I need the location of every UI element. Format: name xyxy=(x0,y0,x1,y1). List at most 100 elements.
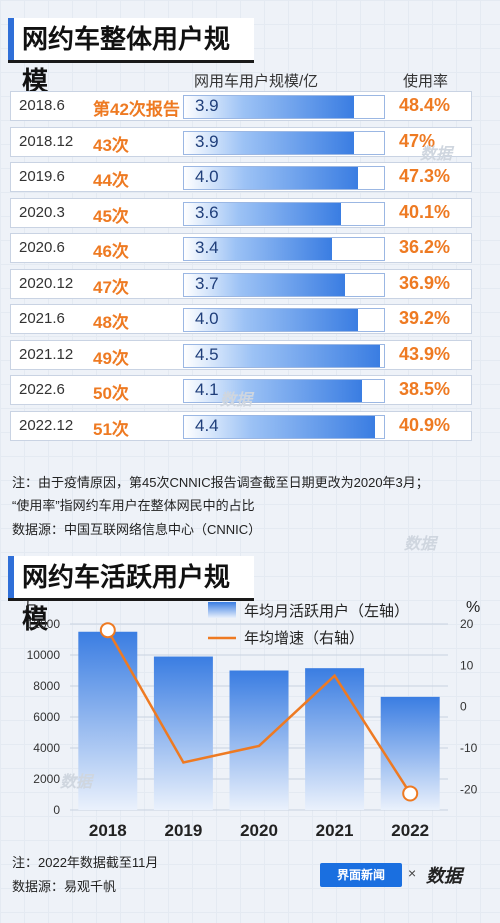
watermark: 数据 xyxy=(420,146,453,163)
row-scale-bar xyxy=(184,167,358,189)
row-date: 2022.12 xyxy=(19,416,74,434)
bar-2020 xyxy=(229,670,289,810)
section1-title: 网约车整体用户规模 xyxy=(22,24,231,96)
row-scale-bar xyxy=(184,238,332,260)
row-usage-rate: 40.9% xyxy=(399,414,451,435)
section1-title-banner: 网约车整体用户规模 xyxy=(8,18,254,96)
right-tick-label: 0 xyxy=(460,700,467,714)
note2-line1: 注：2022年数据截至11月 xyxy=(12,855,159,870)
row-scale-bar xyxy=(184,309,358,331)
row-bar-track xyxy=(183,237,385,261)
data-wise-logo: 数据 xyxy=(426,866,462,886)
table-row: 2022.12 51次 4.4 40.9% xyxy=(10,410,472,441)
left-tick-label: 12000 xyxy=(27,617,61,631)
column-header-scale: 网用车用户规模/亿 xyxy=(194,73,319,90)
row-date: 2020.12 xyxy=(19,274,74,292)
brand-footer: 界面新闻 × 数据 xyxy=(320,862,488,888)
section2-title-banner: 网约车活跃用户规模 xyxy=(8,556,254,634)
row-usage-rate: 43.9% xyxy=(399,343,451,364)
right-tick-label: 10 xyxy=(460,658,474,672)
row-usage-rate: 38.5% xyxy=(399,379,451,399)
left-tick-label: 2000 xyxy=(33,772,60,786)
section2-title: 网约车活跃用户规模 xyxy=(22,562,231,634)
row-date: 2018.12 xyxy=(19,132,74,150)
bar-2019 xyxy=(153,656,213,810)
table-row: 2020.6 46次 3.4 36.2% xyxy=(10,233,472,263)
row-bar-track xyxy=(183,95,385,119)
table-row: 2019.6 44次 4.0 47.3% xyxy=(10,162,472,192)
row-usage-rate: 47% xyxy=(399,130,436,151)
row-scale-value: 4.0 xyxy=(195,167,219,186)
row-date: 2019.6 xyxy=(19,168,65,185)
bar-2021 xyxy=(305,668,365,810)
x-tick-label: 2019 xyxy=(164,821,202,840)
legend-bar-label: 年均月活跃用户（左轴） xyxy=(244,603,409,620)
left-tick-label: 0 xyxy=(53,803,60,817)
row-report-number: 第42次报告 xyxy=(93,100,180,119)
legend-line-label: 年均增速（右轴） xyxy=(244,630,364,647)
row-bar-track xyxy=(183,379,385,403)
table-row: 2022.6 50次 4.1 38.5% xyxy=(10,375,472,405)
left-tick-label: 4000 xyxy=(33,741,60,755)
note1-line1: 注：由于疫情原因，第45次CNNIC报告调查截至日期更改为2020年3月； xyxy=(12,475,429,490)
line-series xyxy=(99,622,419,802)
right-tick-label: -20 xyxy=(460,782,478,796)
row-usage-rate: 39.2% xyxy=(399,308,451,328)
row-date: 2021.12 xyxy=(19,345,74,363)
row-scale-bar xyxy=(184,131,354,154)
row-scale-bar xyxy=(184,273,345,296)
row-report-number: 48次 xyxy=(93,313,129,332)
right-axis-unit: % xyxy=(466,599,480,616)
table-row: 2018.12 43次 3.9 47% xyxy=(10,126,472,157)
row-bar-track xyxy=(183,272,385,297)
growth-line xyxy=(106,629,412,795)
table-row: 2020.12 47次 3.7 36.9% xyxy=(10,268,472,299)
left-axis-unit: 万 xyxy=(22,599,38,616)
table-row: 2021.12 49次 4.5 43.9% xyxy=(10,339,472,370)
title-accent-mark xyxy=(8,18,14,60)
row-report-number: 45次 xyxy=(93,206,129,226)
row-usage-rate: 36.2% xyxy=(399,237,451,257)
growth-point-marker xyxy=(402,785,419,802)
legend-bar-swatch xyxy=(208,602,236,618)
row-bar-track xyxy=(183,130,385,155)
row-usage-rate: 47.3% xyxy=(399,166,451,186)
left-tick-label: 8000 xyxy=(33,679,60,693)
active-users-chart: 万 % 0 2000 4000 6000 8000 10000 12000 20 10 0 -10 -… xyxy=(22,599,480,840)
note1-source: 数据源：中国互联网络信息中心（CNNIC） xyxy=(12,522,262,537)
chart-legend: 年均月活跃用户（左轴） 年均增速（右轴） xyxy=(208,602,409,647)
row-scale-value: 4.5 xyxy=(195,344,219,364)
jiemian-logo: 界面新闻 xyxy=(320,863,402,887)
row-date: 2021.6 xyxy=(19,310,65,327)
row-scale-bar xyxy=(184,96,354,118)
row-scale-bar xyxy=(184,380,362,402)
row-bar-track xyxy=(183,166,385,190)
row-report-number: 51次 xyxy=(93,419,129,439)
left-tick-label: 10000 xyxy=(27,648,61,662)
watermark: 数据 xyxy=(60,774,93,791)
column-header-rate: 使用率 xyxy=(403,73,449,90)
row-scale-value: 3.9 xyxy=(195,96,219,115)
row-usage-rate: 36.9% xyxy=(399,272,451,293)
row-date: 2018.6 xyxy=(19,97,65,114)
right-tick-label: -10 xyxy=(460,741,478,755)
growth-point-marker xyxy=(99,622,116,639)
row-scale-bar xyxy=(184,202,341,225)
row-usage-rate: 48.4% xyxy=(399,95,451,115)
brand-separator: × xyxy=(408,865,417,881)
table-row: 2021.6 48次 4.0 39.2% xyxy=(10,304,472,334)
note1-line2: “使用率”指网约车用户在整体网民中的占比 xyxy=(12,498,255,513)
row-date: 2020.3 xyxy=(19,203,65,221)
row-scale-value: 3.7 xyxy=(195,273,219,293)
row-scale-value: 3.4 xyxy=(195,238,219,257)
x-tick-label: 2021 xyxy=(316,821,354,840)
axis-tick-labels: 0 2000 4000 6000 8000 10000 12000 20 10 0 -10 -20 20… xyxy=(27,617,478,840)
row-bar-track xyxy=(183,414,385,439)
x-tick-label: 2020 xyxy=(240,821,278,840)
row-bar-track xyxy=(183,343,385,368)
row-date: 2020.6 xyxy=(19,239,65,256)
row-scale-value: 3.6 xyxy=(195,202,219,222)
row-report-number: 44次 xyxy=(93,171,129,190)
x-tick-label: 2022 xyxy=(391,821,429,840)
left-tick-label: 6000 xyxy=(33,710,60,724)
